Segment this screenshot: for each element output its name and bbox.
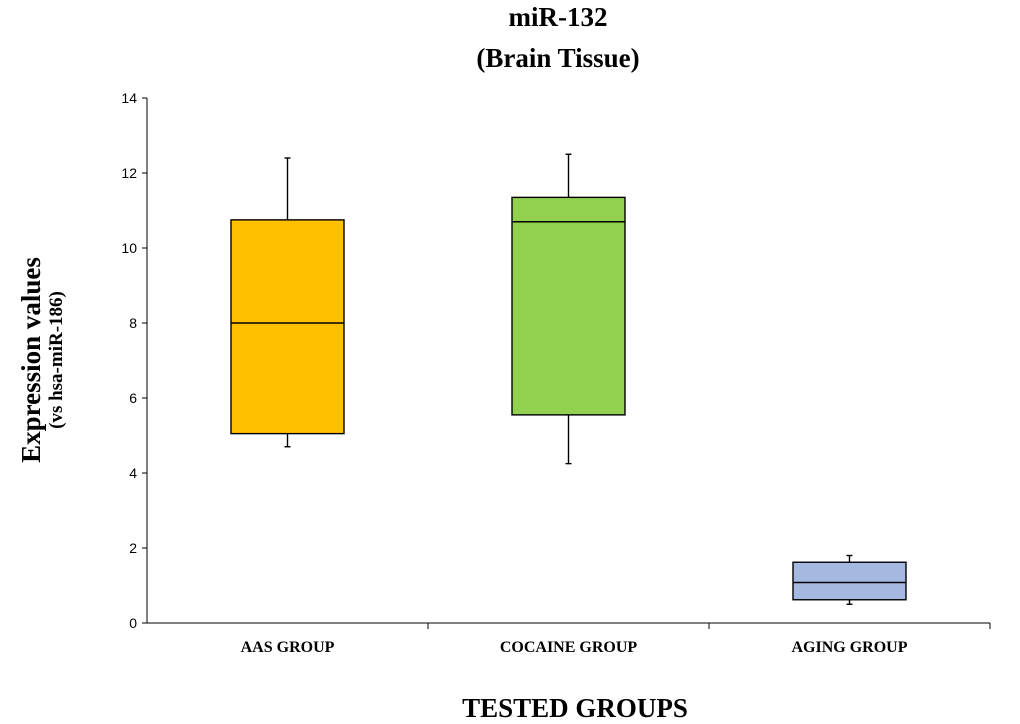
- y-tick-label: 2: [129, 540, 137, 556]
- boxes: [230, 153, 907, 605]
- y-axis-label-group: Expression values (vs hsa-miR-186): [16, 257, 67, 463]
- x-category-label: AGING GROUP: [792, 639, 908, 656]
- y-tick-label: 0: [129, 615, 137, 631]
- chart-title: miR-132: [509, 2, 608, 32]
- box-2: [511, 153, 626, 465]
- y-axis-sublabel: (vs hsa-miR-186): [46, 291, 67, 429]
- axes: 0 2 4 6 8 10 12 14 AAS GROUP COCAINE GROUP AGING G…: [121, 90, 991, 656]
- x-category-label: AAS GROUP: [241, 639, 335, 656]
- iqr-box: [792, 561, 907, 601]
- y-tick-label: 10: [121, 240, 137, 256]
- y-axis-label: Expression values: [16, 257, 46, 463]
- x-category-label: COCAINE GROUP: [500, 639, 638, 656]
- box-1: [230, 157, 345, 448]
- iqr-box: [511, 196, 626, 416]
- y-tick-label: 6: [129, 390, 137, 406]
- y-tick-label: 4: [129, 465, 137, 481]
- y-tick-label: 12: [121, 165, 137, 181]
- box-3: [792, 554, 907, 605]
- chart-subtitle: (Brain Tissue): [476, 43, 639, 73]
- y-tick-label: 14: [121, 90, 137, 106]
- x-axis-label: TESTED GROUPS: [462, 693, 688, 723]
- y-tick-label: 8: [129, 315, 137, 331]
- iqr-box: [230, 219, 345, 435]
